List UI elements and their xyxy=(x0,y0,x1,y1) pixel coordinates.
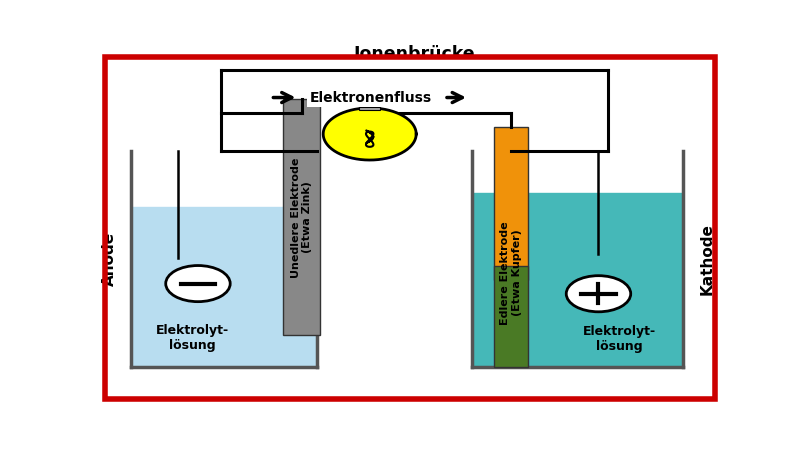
Bar xyxy=(359,103,380,106)
Text: Edlere Elektrode
(Etwa Kupfer): Edlere Elektrode (Etwa Kupfer) xyxy=(500,221,522,325)
Text: Elektronenfluss: Elektronenfluss xyxy=(310,91,432,105)
Bar xyxy=(494,266,528,367)
Text: Kathode: Kathode xyxy=(700,223,715,295)
Circle shape xyxy=(566,276,630,312)
Text: Anode: Anode xyxy=(102,232,117,286)
Text: Ionenbrücke: Ionenbrücke xyxy=(354,45,475,63)
Bar xyxy=(359,107,380,110)
Text: Elektrolyt-
lösung: Elektrolyt- lösung xyxy=(156,324,229,352)
Bar xyxy=(494,127,528,280)
Circle shape xyxy=(166,266,230,302)
Bar xyxy=(131,207,317,367)
Bar xyxy=(472,193,682,367)
Polygon shape xyxy=(323,108,416,160)
Text: Unedlere Elektrode
(Etwa Zink): Unedlere Elektrode (Etwa Zink) xyxy=(290,157,312,277)
Bar xyxy=(359,100,380,102)
Bar xyxy=(283,99,320,336)
Text: Elektrolyt-
lösung: Elektrolyt- lösung xyxy=(583,325,656,353)
